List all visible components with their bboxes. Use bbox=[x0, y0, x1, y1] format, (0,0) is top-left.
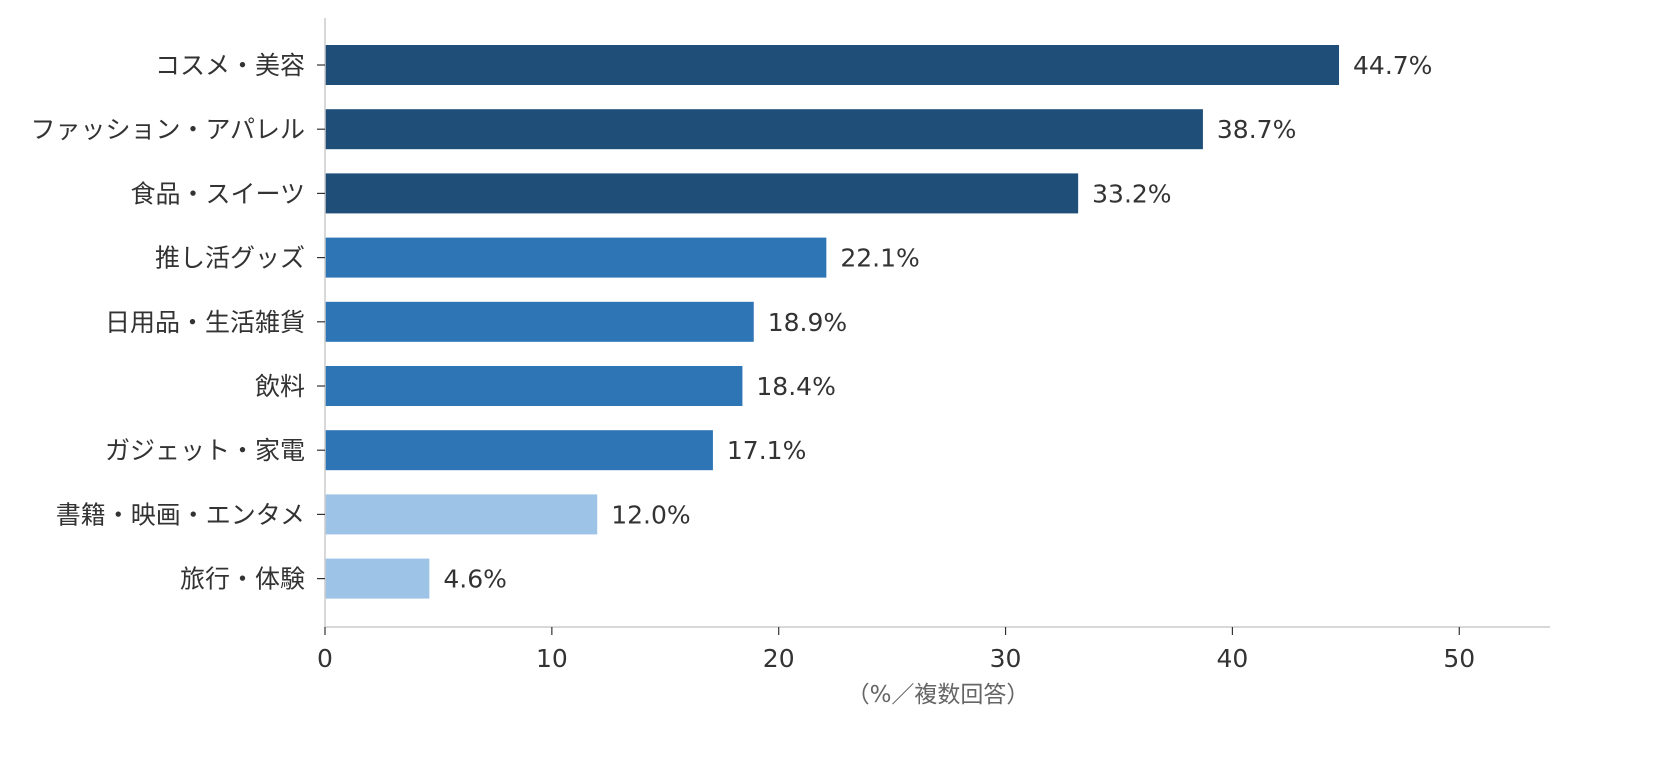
category-label: 推し活グッズ bbox=[155, 244, 305, 273]
x-tick-label: 0 bbox=[317, 644, 333, 673]
bar-value-label: 33.2% bbox=[1092, 179, 1171, 208]
bar bbox=[325, 558, 430, 599]
bar bbox=[325, 366, 743, 406]
category-label: 飲料 bbox=[255, 372, 305, 401]
category-label: 日用品・生活雑貨 bbox=[105, 308, 305, 337]
bar bbox=[325, 430, 713, 471]
x-tick-label: 50 bbox=[1443, 644, 1475, 673]
bar-value-label: 38.7% bbox=[1217, 115, 1296, 144]
x-tick-label: 10 bbox=[536, 644, 568, 673]
bar-value-label: 18.4% bbox=[756, 372, 835, 401]
bar bbox=[325, 109, 1203, 150]
bar bbox=[325, 494, 598, 535]
bar bbox=[325, 45, 1340, 85]
bar-value-label: 17.1% bbox=[727, 436, 806, 465]
bar-value-label: 22.1% bbox=[840, 244, 919, 273]
x-tick-label: 20 bbox=[763, 644, 795, 673]
category-label: 旅行・体験 bbox=[180, 565, 305, 594]
bar bbox=[325, 173, 1079, 214]
bars-group bbox=[325, 45, 1340, 599]
x-axis: 0 10 20 30 40 50 bbox=[317, 626, 1550, 673]
value-labels-group: 44.7% 38.7% 33.2% 22.1% 18.9% 18.4% 17.1% 12.0%… bbox=[443, 51, 1432, 594]
x-axis-title: （%／複数回答） bbox=[847, 682, 1030, 708]
bar-value-label: 44.7% bbox=[1353, 51, 1432, 80]
bar bbox=[325, 301, 754, 342]
x-tick-label: 40 bbox=[1217, 644, 1249, 673]
category-label: ファッション・アパレル bbox=[30, 115, 305, 144]
bar-value-label: 4.6% bbox=[443, 565, 507, 594]
category-label: 書籍・映画・エンタメ bbox=[56, 500, 305, 529]
bar-value-label: 18.9% bbox=[768, 308, 847, 337]
bar bbox=[325, 237, 827, 278]
category-label: コスメ・美容 bbox=[155, 51, 305, 80]
x-tick-label: 30 bbox=[990, 644, 1022, 673]
y-axis: コスメ・美容ファッション・アパレル食品・スイーツ推し活グッズ日用品・生活雑貨飲料… bbox=[30, 18, 326, 627]
bar-value-label: 12.0% bbox=[611, 500, 690, 529]
category-label: 食品・スイーツ bbox=[130, 179, 305, 208]
category-label: ガジェット・家電 bbox=[105, 436, 305, 465]
